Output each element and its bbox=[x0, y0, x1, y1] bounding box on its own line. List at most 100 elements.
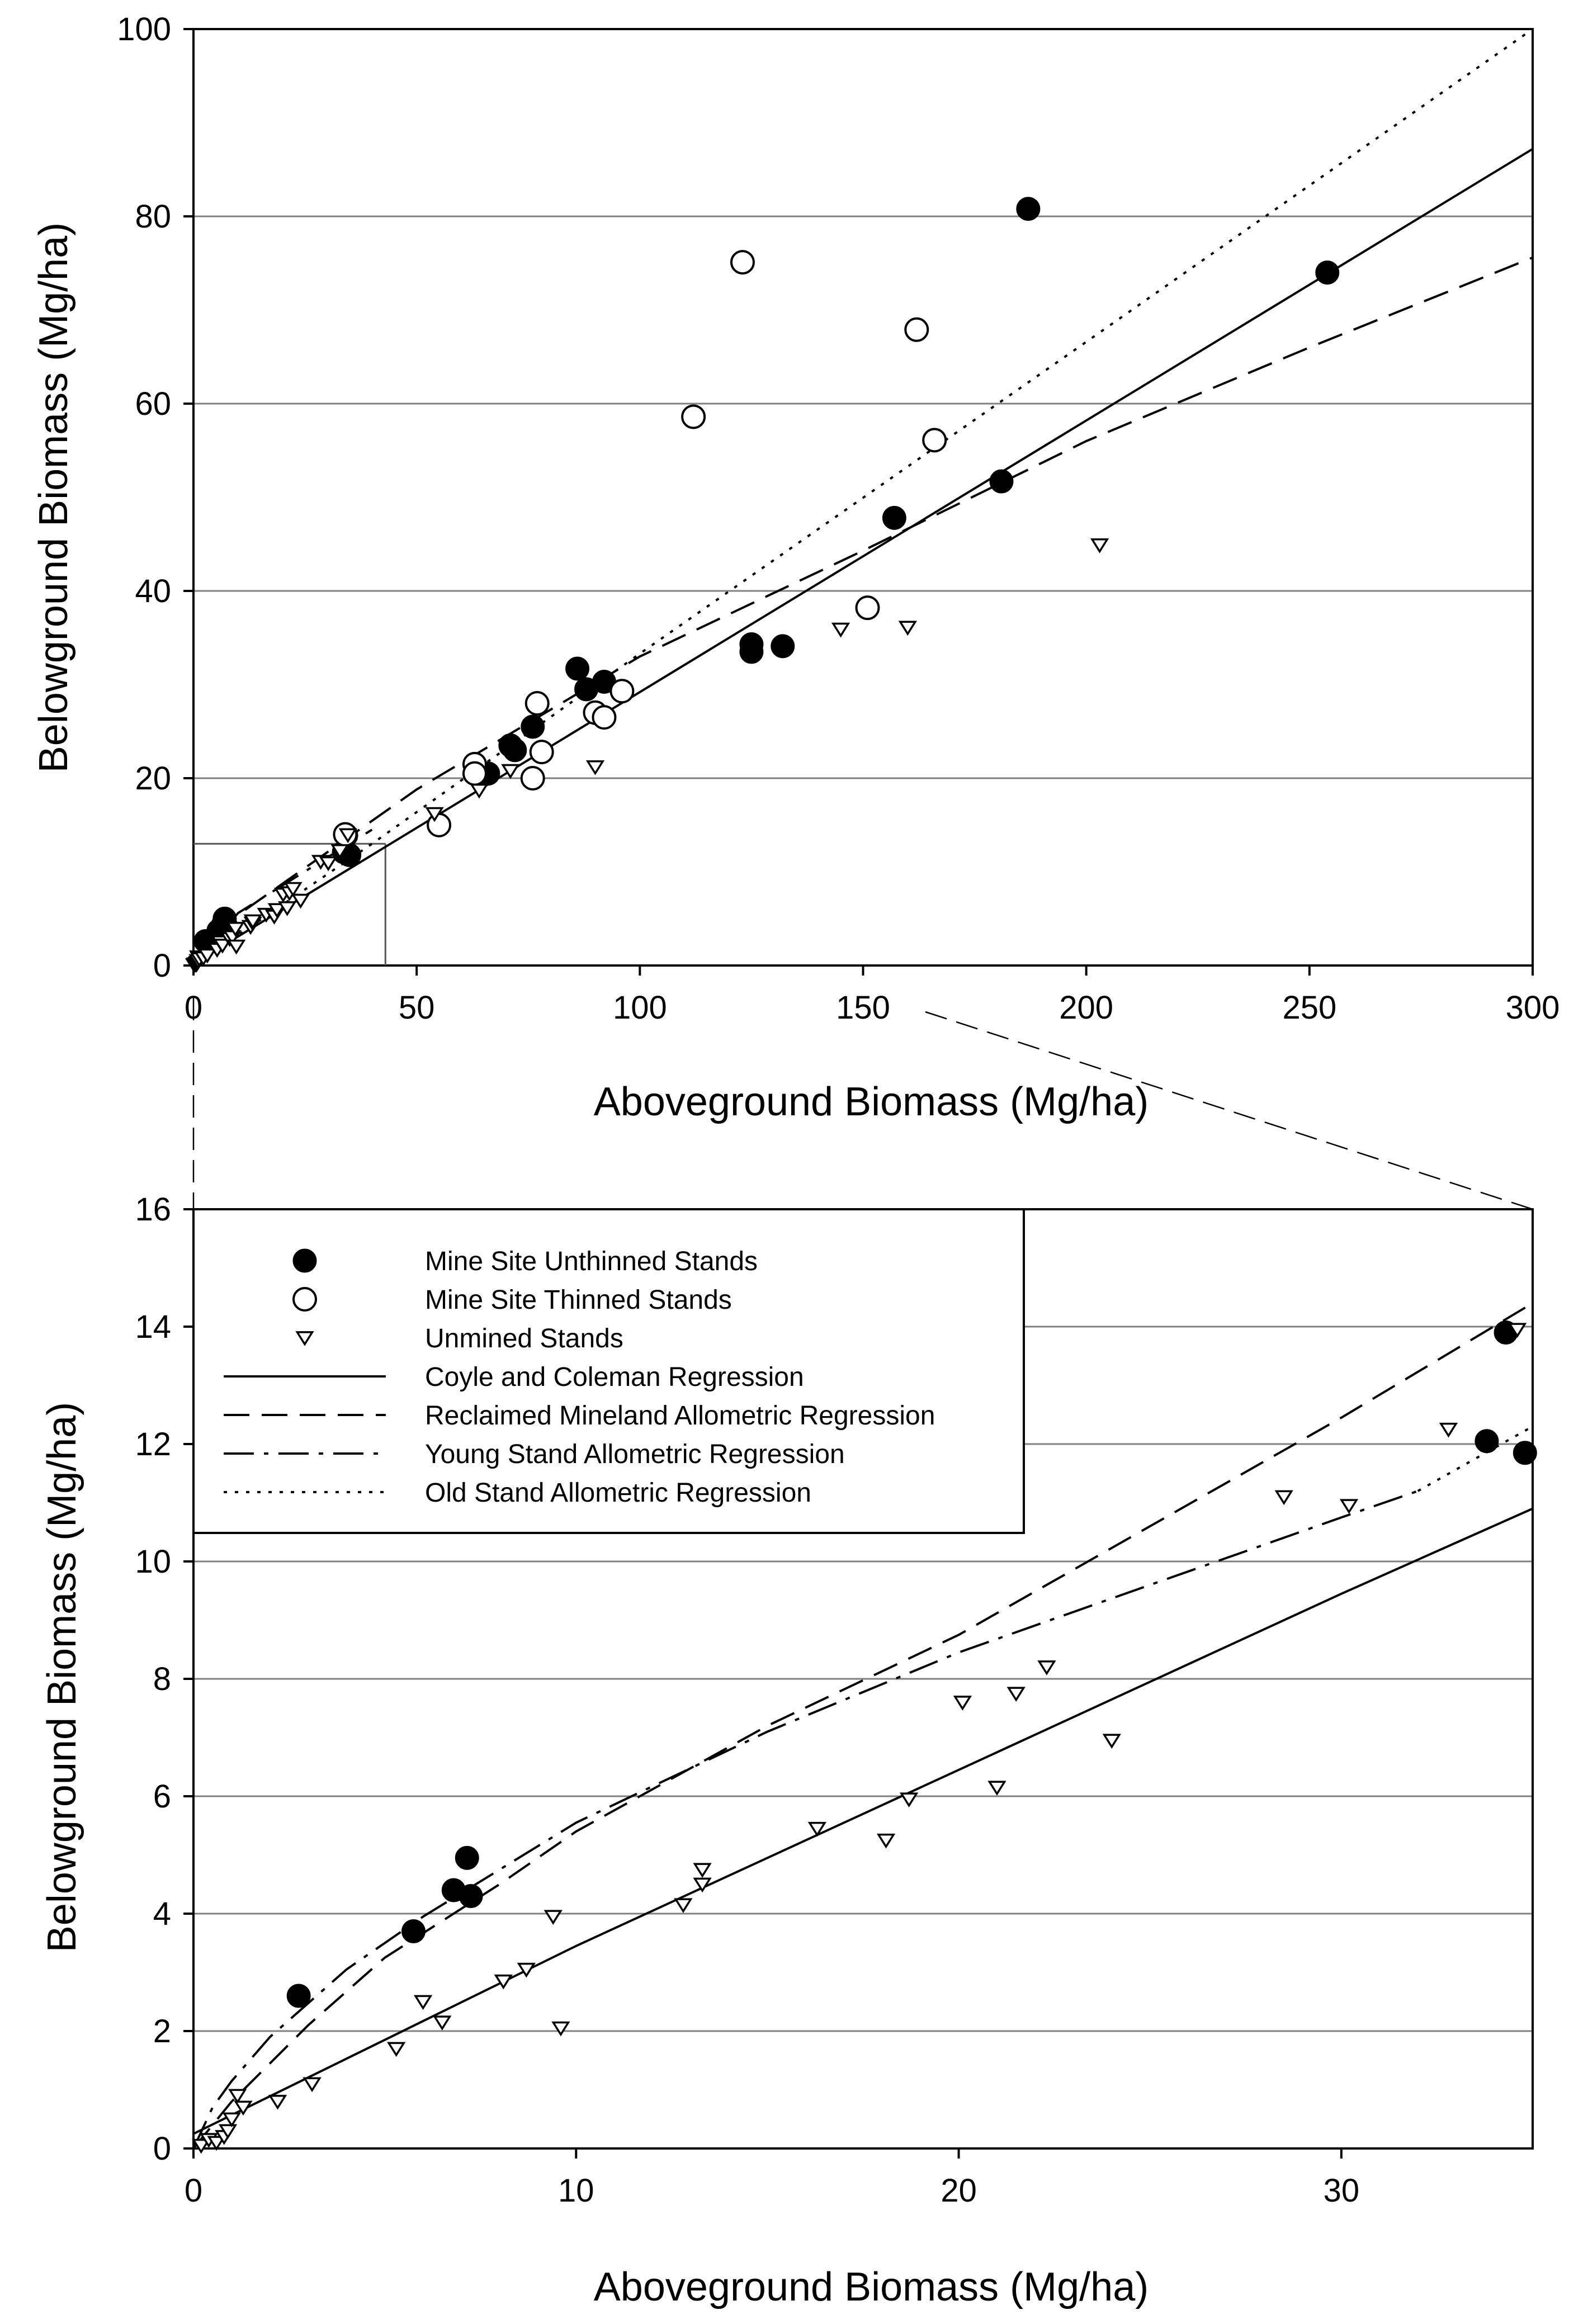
y-tick-label: 6 bbox=[153, 1778, 171, 1815]
bottom-panel: 0 10 20 30 0 2 4 6 8 10 12 14 16 Aboveground Biomas… bbox=[40, 1191, 1537, 2309]
unmined-point bbox=[987, 1781, 1006, 1796]
unthinned-point bbox=[455, 1845, 479, 1870]
y-tick-label: 0 bbox=[153, 2131, 171, 2167]
unthinned-point bbox=[1315, 261, 1340, 285]
unthinned-point bbox=[1513, 1441, 1537, 1465]
unmined-point bbox=[330, 844, 349, 859]
unmined-point bbox=[425, 807, 444, 822]
unmined-point bbox=[338, 828, 357, 844]
thinned-point bbox=[904, 317, 929, 342]
thinned-point bbox=[529, 740, 554, 765]
unmined-point bbox=[198, 948, 217, 964]
legend-label: Coyle and Coleman Regression bbox=[425, 1362, 804, 1392]
thinned-point bbox=[730, 250, 755, 275]
legend-items: Mine Site Unthinned Stands Mine Site Thin… bbox=[224, 1247, 935, 1508]
y-tick-label: 40 bbox=[135, 573, 171, 609]
regression-line-dotted bbox=[192, 28, 1534, 967]
y-tick-label: 4 bbox=[153, 1896, 171, 1932]
unmined-point bbox=[291, 893, 310, 909]
unmined-point bbox=[319, 856, 338, 872]
x-tick-label: 150 bbox=[836, 990, 890, 1026]
unmined-point bbox=[831, 622, 850, 638]
x-tick-label: 100 bbox=[613, 990, 667, 1026]
unmined-point bbox=[283, 882, 303, 897]
x-tick-label: 30 bbox=[1324, 2172, 1360, 2209]
unmined-point bbox=[807, 1821, 827, 1837]
regression-line-dashed bbox=[192, 1302, 1534, 2150]
unthinned-point bbox=[1016, 197, 1041, 221]
unmined-point bbox=[243, 914, 262, 930]
unmined-point bbox=[226, 939, 246, 955]
legend-label: Unmined Stands bbox=[425, 1324, 623, 1353]
top-x-axis-title: Aboveground Biomass (Mg/ha) bbox=[594, 1080, 1149, 1124]
zoom-connector-right bbox=[925, 1011, 1533, 1210]
x-tick-label: 300 bbox=[1506, 990, 1560, 1026]
unmined-point bbox=[1439, 1422, 1458, 1438]
unmined-point bbox=[222, 2112, 242, 2128]
y-tick-label: 8 bbox=[153, 1661, 171, 1697]
bottom-x-tick-labels: 0 10 20 30 bbox=[185, 2148, 1359, 2209]
thinned-point bbox=[855, 595, 880, 621]
unmined-point bbox=[876, 1833, 896, 1849]
unmined-point bbox=[470, 783, 489, 799]
unthinned-point bbox=[1475, 1429, 1499, 1454]
unthinned-point bbox=[521, 714, 545, 739]
unmined-point bbox=[544, 1910, 563, 1925]
unmined-point bbox=[674, 1898, 693, 1914]
x-tick-label: 20 bbox=[941, 2172, 977, 2209]
bottom-y-tick-labels: 0 2 4 6 8 10 12 14 16 bbox=[135, 1191, 193, 2167]
y-tick-label: 20 bbox=[135, 760, 171, 797]
unmined-point bbox=[192, 2138, 211, 2154]
legend-item: Young Stand Allometric Regression bbox=[224, 1440, 845, 1469]
unmined-point bbox=[551, 2021, 570, 2037]
unthinned-point bbox=[739, 640, 764, 664]
unthinned-point bbox=[286, 1984, 311, 2008]
thinned-point bbox=[524, 691, 550, 716]
unthinned-point bbox=[565, 656, 590, 681]
y-tick-label: 0 bbox=[153, 948, 171, 984]
unmined-point bbox=[387, 2042, 406, 2057]
unmined-point bbox=[268, 2095, 287, 2110]
thinned-point bbox=[592, 705, 617, 730]
unmined-point bbox=[1507, 1323, 1527, 1338]
thinned-point bbox=[462, 761, 487, 786]
y-tick-label: 60 bbox=[135, 386, 171, 422]
bottom-x-axis-title: Aboveground Biomass (Mg/ha) bbox=[594, 2265, 1149, 2309]
unmined-point bbox=[693, 1863, 712, 1878]
legend-label: Young Stand Allometric Regression bbox=[425, 1440, 845, 1469]
y-tick-label: 16 bbox=[135, 1191, 171, 1228]
unmined-point bbox=[953, 1696, 972, 1711]
legend-swatch-open-triangle-down bbox=[295, 1331, 314, 1346]
top-panel: 0 50 100 150 200 250 300 0 20 40 60 80 100 Abovegro… bbox=[31, 11, 1559, 1124]
legend-label: Old Stand Allometric Regression bbox=[425, 1478, 811, 1508]
bottom-markers bbox=[192, 1320, 1537, 2154]
legend-label: Mine Site Unthinned Stands bbox=[425, 1247, 758, 1276]
unmined-point bbox=[1006, 1687, 1025, 1702]
unmined-point bbox=[501, 764, 520, 779]
bottom-y-axis-title: Belowground Biomass (Mg/ha) bbox=[40, 1402, 84, 1952]
regression-line-solid bbox=[192, 148, 1534, 965]
unmined-point bbox=[1037, 1660, 1056, 1675]
top-x-tick-labels: 0 50 100 150 200 250 300 bbox=[185, 965, 1560, 1026]
y-tick-label: 2 bbox=[153, 2013, 171, 2050]
legend-label: Reclaimed Mineland Allometric Regression bbox=[425, 1401, 935, 1431]
legend-swatch-open-circle bbox=[292, 1287, 317, 1312]
y-tick-label: 12 bbox=[135, 1426, 171, 1462]
unmined-point bbox=[226, 921, 245, 937]
bottom-regression-lines bbox=[192, 1302, 1534, 2150]
unthinned-point bbox=[989, 469, 1014, 494]
thinned-point bbox=[681, 404, 706, 429]
thinned-point bbox=[520, 766, 545, 791]
legend-box bbox=[192, 1208, 1025, 1534]
unthinned-point bbox=[401, 1919, 426, 1943]
y-tick-label: 14 bbox=[135, 1309, 171, 1345]
unmined-point bbox=[1102, 1734, 1121, 1749]
top-gridlines bbox=[193, 215, 1533, 779]
unmined-point bbox=[517, 1962, 536, 1978]
unmined-point bbox=[303, 2077, 322, 2093]
regression-line-solid bbox=[193, 1507, 1533, 2135]
zoom-connectors bbox=[192, 998, 1533, 1222]
x-tick-label: 50 bbox=[399, 990, 435, 1026]
unthinned-point bbox=[459, 1884, 483, 1908]
